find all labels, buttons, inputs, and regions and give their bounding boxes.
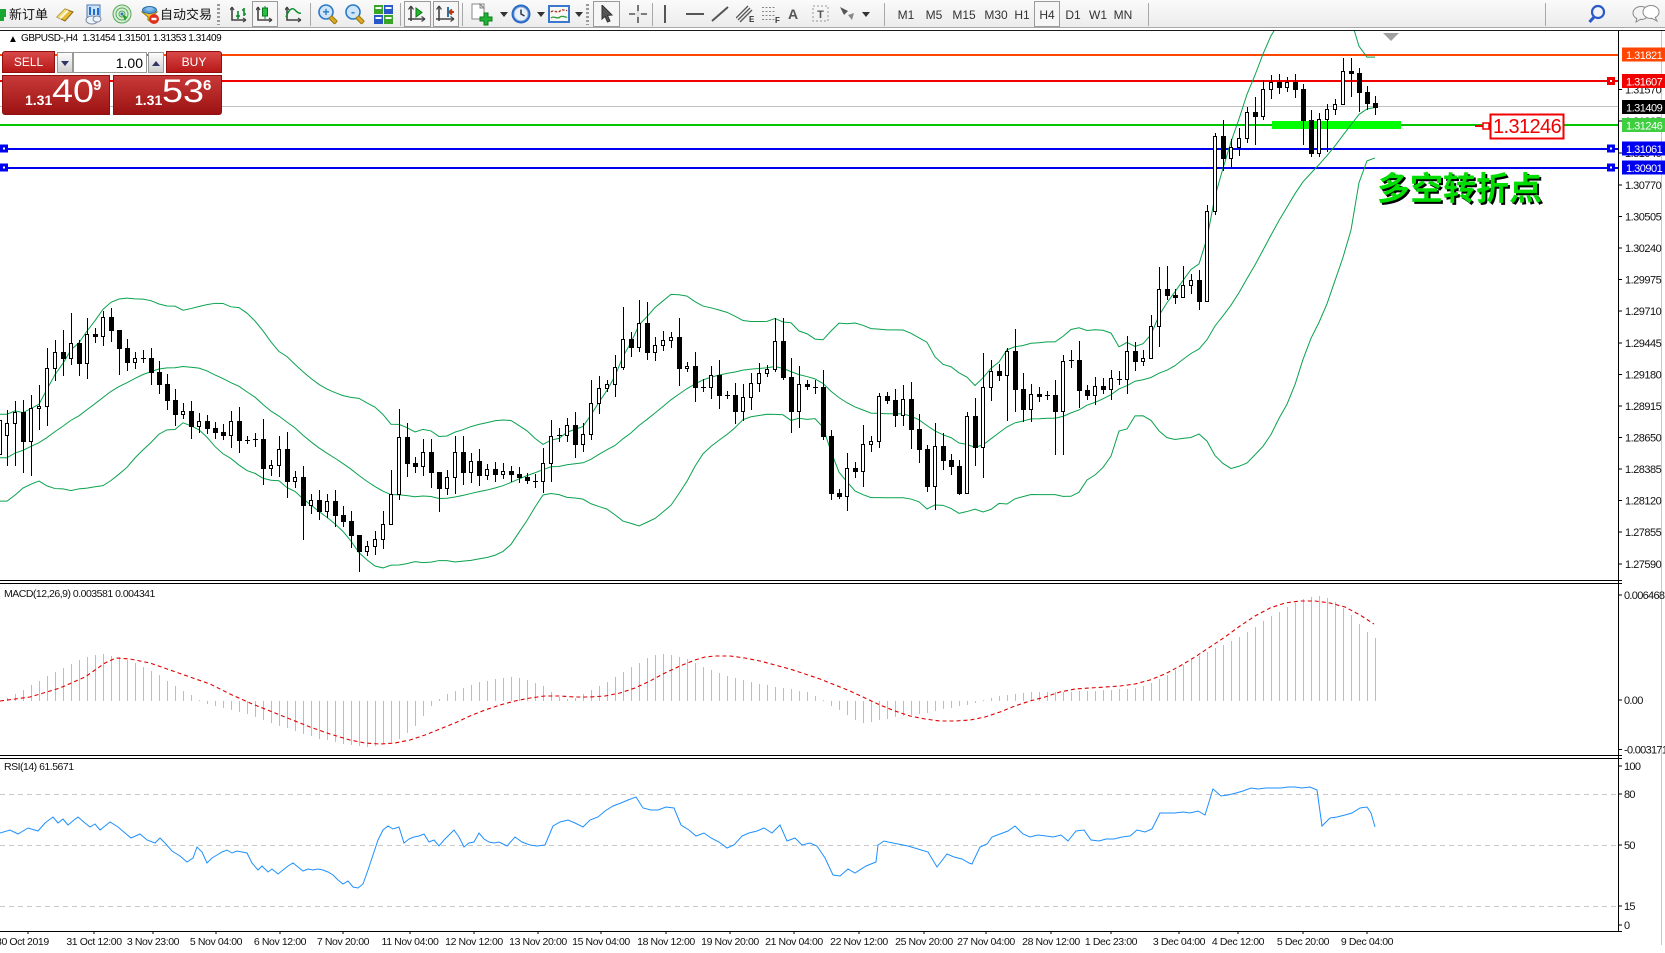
svg-text:1.30505: 1.30505 <box>1625 212 1662 224</box>
svg-text:F: F <box>775 16 780 24</box>
svg-text:1.28915: 1.28915 <box>1625 401 1662 413</box>
svg-text:25 Nov 20:00: 25 Nov 20:00 <box>895 936 953 948</box>
svg-text:1.31061: 1.31061 <box>1626 144 1663 156</box>
svg-text:28 Nov 12:00: 28 Nov 12:00 <box>1022 936 1080 948</box>
svg-text:1.29710: 1.29710 <box>1625 306 1662 318</box>
svg-text:31 Oct 12:00: 31 Oct 12:00 <box>66 936 122 948</box>
svg-text:1.30901: 1.30901 <box>1626 163 1663 175</box>
svg-text:1.31246: 1.31246 <box>1493 116 1562 138</box>
svg-text:12 Nov 12:00: 12 Nov 12:00 <box>445 936 503 948</box>
svg-text:1.31246: 1.31246 <box>1626 121 1663 133</box>
svg-text:30 Oct 2019: 30 Oct 2019 <box>0 936 49 948</box>
svg-text:80: 80 <box>1624 789 1635 801</box>
svg-text:22 Nov 12:00: 22 Nov 12:00 <box>830 936 888 948</box>
svg-text:1.30240: 1.30240 <box>1625 243 1662 255</box>
svg-text:0: 0 <box>1624 920 1630 932</box>
svg-text:1.27855: 1.27855 <box>1625 527 1662 539</box>
svg-text:1.27590: 1.27590 <box>1625 559 1662 571</box>
svg-text:+: + <box>322 5 329 19</box>
svg-text:1.28385: 1.28385 <box>1625 464 1662 476</box>
svg-text:21 Nov 04:00: 21 Nov 04:00 <box>765 936 823 948</box>
svg-text:5 Dec 20:00: 5 Dec 20:00 <box>1277 936 1330 948</box>
svg-text:1.28120: 1.28120 <box>1625 496 1662 508</box>
svg-text:1 Dec 23:00: 1 Dec 23:00 <box>1085 936 1138 948</box>
svg-text:50: 50 <box>1624 840 1635 852</box>
svg-text:27 Nov 04:00: 27 Nov 04:00 <box>957 936 1015 948</box>
svg-text:7 Nov 20:00: 7 Nov 20:00 <box>317 936 370 948</box>
svg-text:-: - <box>351 5 355 19</box>
svg-text:3 Nov 23:00: 3 Nov 23:00 <box>127 936 180 948</box>
svg-text:1.30770: 1.30770 <box>1625 180 1662 192</box>
svg-text:13 Nov 20:00: 13 Nov 20:00 <box>509 936 567 948</box>
svg-text:0.006468: 0.006468 <box>1624 590 1665 602</box>
svg-text:1.28650: 1.28650 <box>1625 433 1662 445</box>
svg-text:1.31409: 1.31409 <box>1626 103 1663 115</box>
svg-text:MACD(12,26,9) 0.003581 0.00434: MACD(12,26,9) 0.003581 0.004341 <box>4 588 156 600</box>
svg-text:19 Nov 20:00: 19 Nov 20:00 <box>701 936 759 948</box>
svg-text:RSI(14) 61.5671: RSI(14) 61.5671 <box>4 761 74 773</box>
svg-text:18 Nov 12:00: 18 Nov 12:00 <box>637 936 695 948</box>
svg-text:T: T <box>817 9 824 21</box>
svg-text:3 Dec 04:00: 3 Dec 04:00 <box>1153 936 1206 948</box>
svg-text:1.31821: 1.31821 <box>1626 50 1663 62</box>
svg-text:4 Dec 12:00: 4 Dec 12:00 <box>1212 936 1265 948</box>
svg-text:5 Nov 04:00: 5 Nov 04:00 <box>190 936 243 948</box>
svg-text:-0.003171: -0.003171 <box>1624 745 1665 757</box>
svg-text:1.29445: 1.29445 <box>1625 338 1662 350</box>
svg-text:0.00: 0.00 <box>1624 695 1643 707</box>
svg-text:100: 100 <box>1624 761 1641 773</box>
svg-text:11 Nov 04:00: 11 Nov 04:00 <box>382 936 439 948</box>
svg-text:15: 15 <box>1624 901 1635 913</box>
svg-text:6 Nov 12:00: 6 Nov 12:00 <box>254 936 307 948</box>
svg-text:15 Nov 04:00: 15 Nov 04:00 <box>572 936 630 948</box>
svg-text:E: E <box>749 15 755 24</box>
svg-text:1.29975: 1.29975 <box>1625 275 1662 287</box>
svg-text:1.31607: 1.31607 <box>1626 77 1663 89</box>
svg-text:9 Dec 04:00: 9 Dec 04:00 <box>1341 936 1394 948</box>
svg-text:1.29180: 1.29180 <box>1625 370 1662 382</box>
